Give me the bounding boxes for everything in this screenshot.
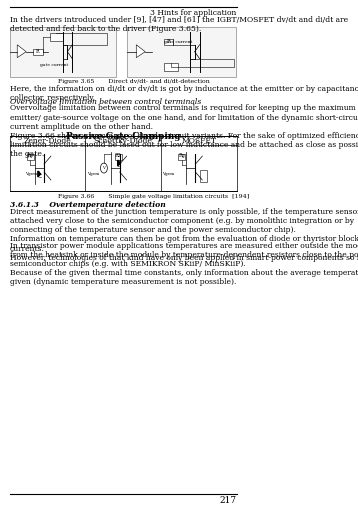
Text: Overvoltage limitation between control terminals: Overvoltage limitation between control t… bbox=[10, 98, 201, 106]
Text: Figure 3.66       Simple gate voltage limitation circuits  [194]: Figure 3.66 Simple gate voltage limitati… bbox=[58, 194, 250, 199]
FancyBboxPatch shape bbox=[27, 154, 34, 160]
Polygon shape bbox=[118, 160, 120, 166]
Text: Direct measurement of the junction temperature is only possible, if the temperat: Direct measurement of the junction tempe… bbox=[10, 208, 358, 262]
Text: Figure 3.65       Direct dv/dt- and di/dt-detection: Figure 3.65 Direct dv/dt- and di/dt-dete… bbox=[58, 79, 210, 84]
Text: R2: R2 bbox=[115, 153, 122, 158]
Text: MOSFET: MOSFET bbox=[182, 137, 216, 145]
FancyBboxPatch shape bbox=[115, 154, 122, 160]
Text: Zener-Diode: Zener-Diode bbox=[24, 137, 71, 145]
Text: In transistor power module applications temperatures are measured either outside: In transistor power module applications … bbox=[10, 242, 358, 286]
Text: R: R bbox=[167, 39, 170, 44]
Polygon shape bbox=[38, 171, 40, 177]
FancyBboxPatch shape bbox=[10, 27, 116, 77]
Text: 3.6.1.3    Overtemperature detection: 3.6.1.3 Overtemperature detection bbox=[10, 201, 165, 209]
Text: V: V bbox=[102, 166, 105, 170]
Text: gate current: gate current bbox=[164, 40, 192, 44]
Text: Vgem: Vgem bbox=[87, 172, 99, 176]
Text: Rg: Rg bbox=[178, 153, 185, 158]
Text: Here, the information on di/dt or dv/dt is got by inductance at the emitter or b: Here, the information on di/dt or dv/dt … bbox=[10, 85, 358, 102]
Text: 3 Hints for application: 3 Hints for application bbox=[150, 9, 237, 17]
Polygon shape bbox=[136, 45, 145, 58]
FancyBboxPatch shape bbox=[127, 27, 236, 77]
Text: Overvoltage limitation between control terminals is required for keeping up the : Overvoltage limitation between control t… bbox=[10, 104, 358, 158]
FancyBboxPatch shape bbox=[164, 39, 173, 45]
FancyBboxPatch shape bbox=[178, 154, 185, 160]
Text: In the drivers introduced under [9], [47] and [61] the IGBT/MOSFET dv/dt and di/: In the drivers introduced under [9], [47… bbox=[10, 16, 348, 33]
Polygon shape bbox=[17, 45, 26, 58]
Text: Vgem: Vgem bbox=[25, 172, 38, 176]
FancyBboxPatch shape bbox=[49, 33, 63, 41]
Text: gate current: gate current bbox=[40, 63, 68, 66]
FancyBboxPatch shape bbox=[33, 49, 43, 55]
Text: Schottky-Diode: Schottky-Diode bbox=[94, 137, 153, 145]
FancyBboxPatch shape bbox=[164, 63, 178, 70]
Text: R: R bbox=[36, 49, 40, 54]
Text: Rg: Rg bbox=[27, 153, 34, 158]
Text: Vgem: Vgem bbox=[163, 172, 174, 176]
Text: 217: 217 bbox=[219, 496, 237, 505]
Text: Passive Gate Clamping: Passive Gate Clamping bbox=[66, 132, 180, 141]
FancyBboxPatch shape bbox=[200, 170, 207, 182]
